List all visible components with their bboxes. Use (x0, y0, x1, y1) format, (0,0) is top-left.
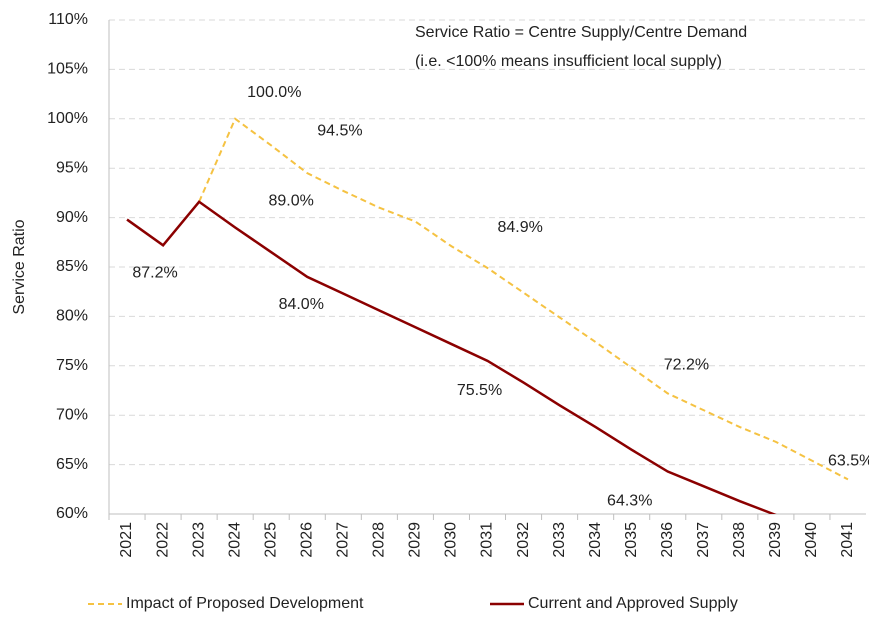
x-tick-label: 2029 (407, 522, 424, 558)
x-tick-label: 2041 (839, 522, 856, 558)
data-label: 94.5% (317, 122, 362, 139)
y-tick-label: 105% (47, 61, 88, 78)
data-label: 89.0% (268, 193, 313, 210)
y-tick-label: 65% (56, 456, 88, 473)
data-label: 75.5% (457, 382, 502, 399)
x-tick-label: 2032 (515, 522, 532, 558)
x-tick-label: 2030 (443, 522, 460, 558)
y-tick-label: 75% (56, 357, 88, 374)
y-axis-label: Service Ratio (11, 219, 28, 314)
x-tick-label: 2040 (803, 522, 820, 558)
x-tick-label: 2024 (226, 522, 243, 558)
y-tick-label: 100% (47, 110, 88, 127)
x-tick-label: 2023 (190, 522, 207, 558)
y-tick-label: 95% (56, 159, 88, 176)
data-label: 84.9% (498, 219, 543, 236)
x-tick-label: 2022 (154, 522, 171, 558)
data-label: 72.2% (664, 357, 709, 374)
x-tick-label: 2027 (335, 522, 352, 558)
y-tick-label: 85% (56, 258, 88, 275)
legend-label: Impact of Proposed Development (126, 595, 364, 612)
annotation: Service Ratio = Centre Supply/Centre Dem… (415, 24, 747, 41)
y-tick-label: 70% (56, 406, 88, 423)
data-label: 84.0% (279, 296, 324, 313)
x-tick-label: 2021 (118, 522, 135, 558)
x-tick-label: 2028 (371, 522, 388, 558)
data-label: 100.0% (247, 84, 301, 101)
legend-label: Current and Approved Supply (528, 595, 738, 612)
x-tick-label: 2033 (551, 522, 568, 558)
y-tick-label: 90% (56, 209, 88, 226)
y-tick-label: 110% (48, 11, 88, 28)
x-tick-label: 2039 (767, 522, 784, 558)
x-tick-label: 2031 (479, 522, 496, 558)
y-tick-label: 60% (56, 505, 88, 522)
x-tick-label: 2025 (262, 522, 279, 558)
x-tick-label: 2026 (298, 522, 315, 558)
data-label: 63.5% (828, 453, 869, 470)
y-tick-label: 80% (56, 308, 88, 325)
x-tick-label: 2034 (587, 522, 604, 558)
x-tick-label: 2036 (659, 522, 676, 558)
x-tick-label: 2037 (695, 522, 712, 558)
x-tick-label: 2038 (731, 522, 748, 558)
plot-area (126, 117, 849, 514)
annotation: (i.e. <100% means insufficient local sup… (415, 53, 722, 70)
data-label: 87.2% (132, 264, 177, 281)
series-line (126, 200, 777, 514)
data-label: 64.3% (607, 493, 652, 510)
x-tick-label: 2035 (623, 522, 640, 558)
series-line (198, 117, 849, 481)
